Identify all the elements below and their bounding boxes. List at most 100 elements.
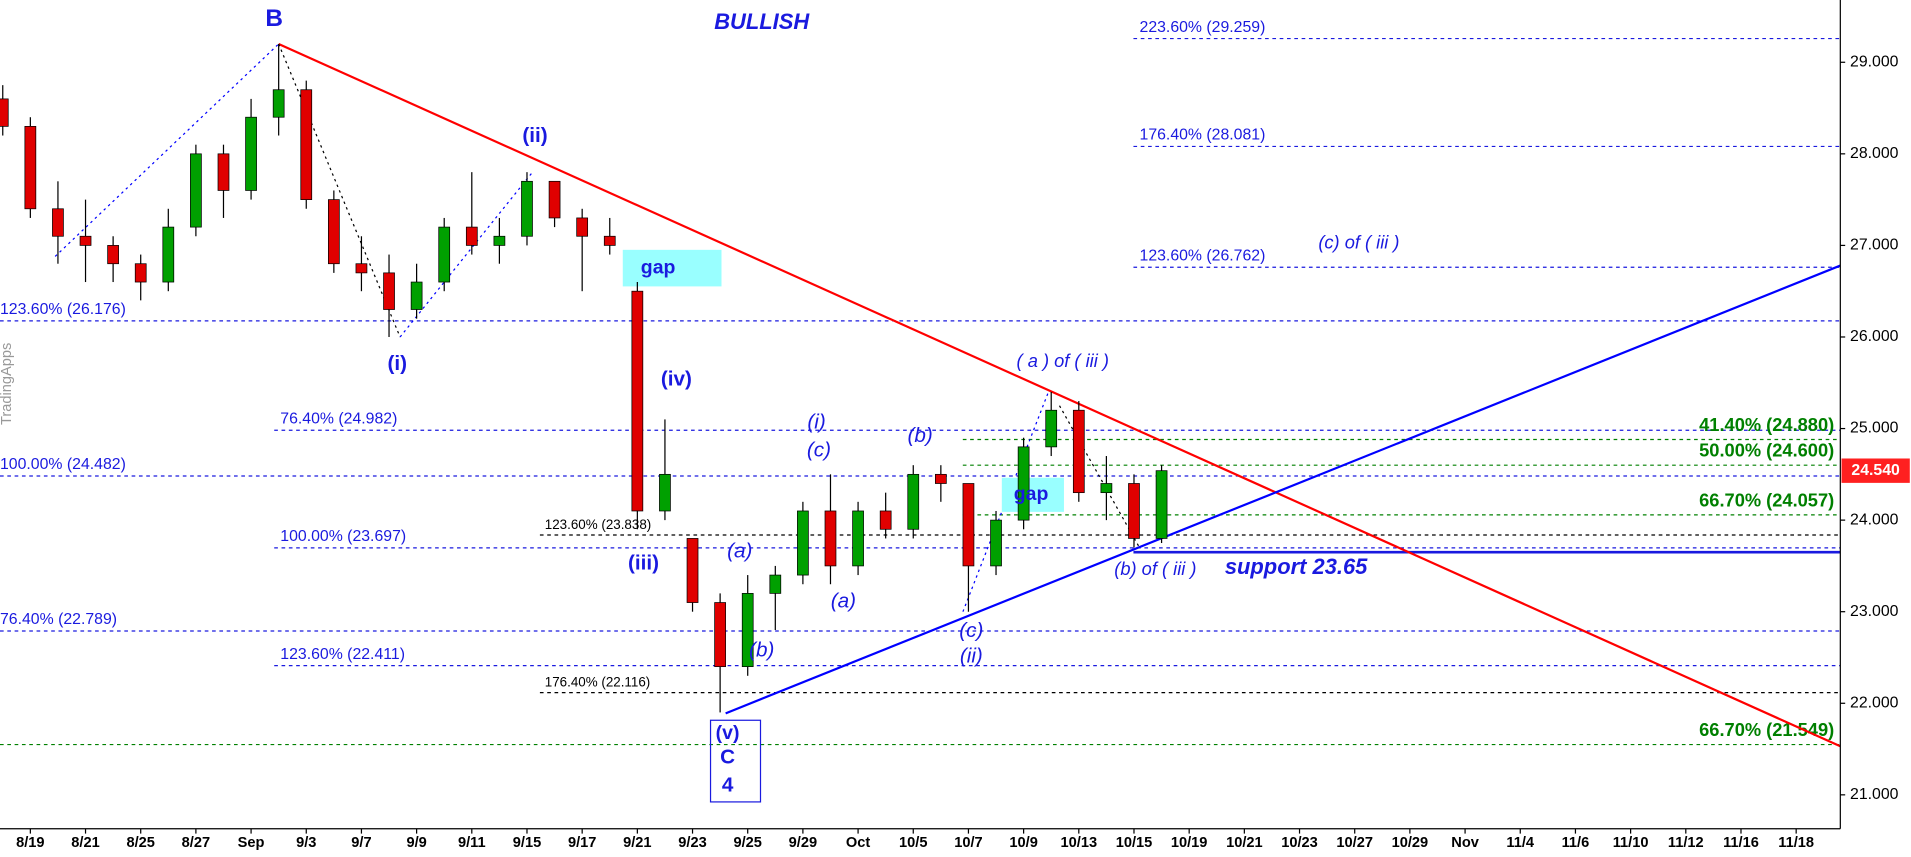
- x-tick-label: Oct: [846, 835, 870, 851]
- y-tick-label: 28.000: [1850, 145, 1899, 162]
- level-label: 66.70% (21.549): [1699, 719, 1834, 740]
- candle-body: [52, 208, 64, 237]
- annotation: (a): [831, 590, 856, 613]
- level-label: 123.60% (23.838): [545, 517, 651, 532]
- x-tick-label: 9/29: [789, 835, 817, 851]
- candle-body: [686, 538, 699, 603]
- candle-body: [79, 235, 92, 246]
- x-tick-label: 9/9: [406, 835, 426, 851]
- last-price-label: 24.540: [1851, 462, 1900, 479]
- candle-body: [1072, 409, 1085, 494]
- y-tick-label: 29.000: [1850, 53, 1899, 70]
- gap-box: [1001, 477, 1064, 512]
- x-tick-label: 10/7: [954, 835, 982, 851]
- x-tick-label: 9/15: [513, 835, 541, 851]
- level-label: 176.40% (22.116): [545, 674, 650, 689]
- x-tick-label: 8/19: [16, 835, 44, 851]
- x-tick-label: 11/12: [1668, 835, 1704, 851]
- trend-line: [725, 264, 1841, 715]
- annotation: (c): [807, 438, 831, 461]
- x-tick-label: 9/21: [623, 835, 651, 851]
- y-tick-label: 26.000: [1850, 328, 1899, 345]
- x-tick-label: 9/11: [458, 835, 486, 851]
- x-tick-label: 11/4: [1506, 835, 1535, 851]
- candle-body: [1100, 483, 1113, 494]
- x-tick-label: 11/10: [1613, 835, 1649, 851]
- annotation: (c) of ( iii ): [1318, 232, 1399, 253]
- candle-body: [576, 217, 589, 237]
- candle-body: [548, 180, 561, 219]
- x-tick-label: 11/18: [1778, 835, 1814, 851]
- level-label: 76.40% (24.982): [280, 410, 397, 427]
- candle-body: [934, 473, 947, 484]
- candle-body: [714, 602, 726, 668]
- annotation: (i): [388, 352, 408, 375]
- y-tick-label: 25.000: [1850, 420, 1899, 437]
- annotation: B: [265, 5, 283, 32]
- candle-body: [162, 226, 175, 283]
- candle-body: [383, 272, 395, 310]
- candle-body: [410, 281, 423, 310]
- level-label: 100.00% (23.697): [280, 528, 406, 545]
- candle-body: [0, 98, 9, 127]
- y-tick-label: 22.000: [1850, 694, 1899, 711]
- annotation: (iv): [661, 368, 692, 391]
- level-label: 100.00% (24.482): [0, 456, 126, 473]
- level-label: 41.40% (24.880): [1699, 414, 1834, 435]
- x-tick-label: 10/5: [899, 835, 927, 851]
- candle-body: [1128, 483, 1140, 539]
- x-tick-label: 9/7: [351, 835, 371, 851]
- annotation: (v): [716, 722, 740, 744]
- annotation: (b): [907, 424, 932, 447]
- candle-body: [907, 473, 920, 530]
- x-tick-label: 10/23: [1281, 835, 1318, 851]
- candle-body: [272, 89, 285, 118]
- annotation: (b): [749, 638, 774, 661]
- annotation: C: [720, 746, 735, 769]
- annotation: BULLISH: [714, 9, 810, 34]
- candle-body: [300, 89, 313, 200]
- x-tick-label: 10/19: [1171, 835, 1208, 851]
- x-tick-label: 10/21: [1226, 835, 1263, 851]
- candle-body: [603, 235, 616, 246]
- candle-body: [217, 153, 230, 191]
- x-tick-label: 10/29: [1392, 835, 1429, 851]
- annotation: (c): [959, 619, 983, 642]
- candle-body: [797, 510, 809, 576]
- candle-body: [769, 574, 782, 594]
- candle-body: [355, 263, 368, 274]
- annotation: ( a ) of ( iii ): [1017, 350, 1109, 371]
- candle-body: [962, 483, 975, 567]
- level-label: 176.40% (28.081): [1140, 127, 1266, 144]
- candle-body: [107, 245, 119, 265]
- annotation: (b) of ( iii ): [1114, 558, 1196, 579]
- y-tick-label: 21.000: [1850, 786, 1899, 803]
- annotation: (iii): [628, 552, 659, 575]
- candle-body: [659, 473, 671, 512]
- candle-body: [824, 510, 837, 567]
- candle-body: [879, 510, 892, 530]
- candle-body: [134, 263, 147, 283]
- candle-body: [741, 593, 754, 668]
- wave-line: [1058, 405, 1141, 548]
- candle-body: [1017, 446, 1030, 521]
- wave-line: [54, 43, 280, 257]
- x-tick-label: 9/3: [296, 835, 316, 851]
- annotation: (a): [727, 540, 752, 563]
- x-tick-label: Sep: [238, 835, 265, 851]
- candle-body: [493, 235, 506, 246]
- last-price-box: [1841, 458, 1910, 483]
- wave-line: [278, 43, 401, 338]
- x-tick-label: 9/17: [568, 835, 596, 851]
- wave-box: [709, 719, 762, 803]
- level-label: 76.40% (22.789): [0, 611, 117, 628]
- candle-body: [852, 510, 864, 567]
- wave-line: [399, 171, 533, 338]
- level-label: 123.60% (22.411): [280, 646, 405, 663]
- x-tick-label: 8/25: [126, 835, 154, 851]
- x-tick-label: 10/9: [1009, 835, 1037, 851]
- y-tick-label: 23.000: [1850, 603, 1899, 620]
- candle-body: [1155, 470, 1168, 539]
